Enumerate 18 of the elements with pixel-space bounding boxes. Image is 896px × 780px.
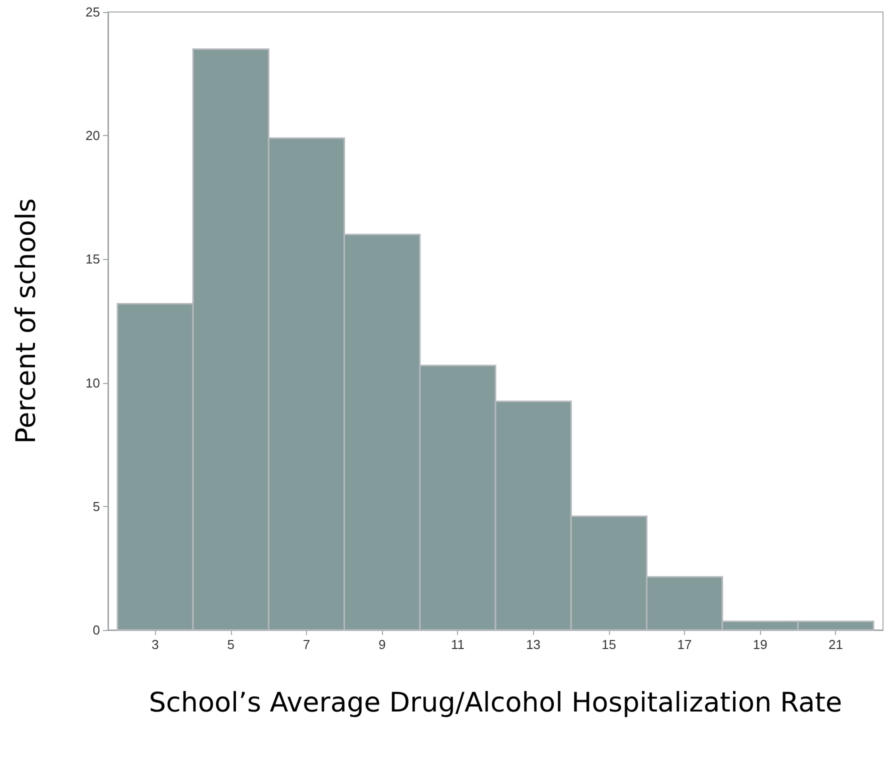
y-tick-label: 5	[92, 498, 100, 514]
x-tick-label: 19	[752, 637, 768, 652]
x-tick-label: 9	[378, 637, 386, 652]
x-tick-label: 5	[227, 637, 234, 652]
y-axis-title: Percent of schools	[11, 198, 42, 444]
y-tick-label: 25	[86, 4, 100, 20]
y-tick-label: 15	[86, 252, 100, 267]
x-tick-label: 7	[302, 637, 310, 652]
x-axis-title: School’s Average Drug/Alcohol Hospitalization Rate	[148, 688, 842, 718]
x-tick-label: 21	[828, 637, 843, 652]
y-tick-label: 10	[86, 375, 100, 390]
x-tick-label: 17	[677, 637, 692, 652]
y-tick-label: 0	[92, 622, 100, 638]
x-tick-label: 3	[152, 637, 159, 652]
x-tick-label: 13	[526, 637, 541, 652]
x-tick-label: 15	[602, 637, 616, 652]
x-tick-label: 11	[450, 637, 464, 652]
y-tick-label: 20	[86, 128, 100, 144]
